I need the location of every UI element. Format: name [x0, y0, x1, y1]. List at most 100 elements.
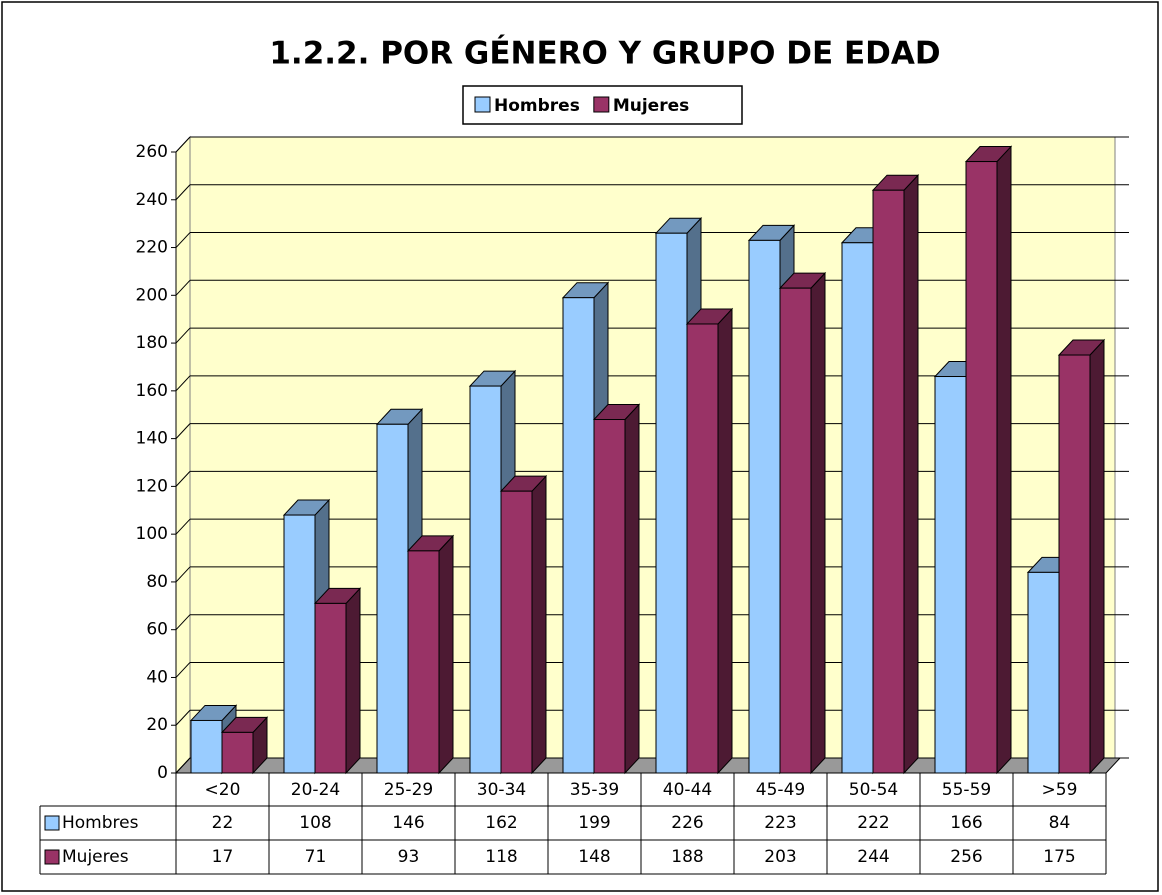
table-value: 199: [578, 813, 610, 833]
bar-front: [1027, 571, 1060, 774]
bar: [220, 716, 269, 775]
bar-side: [531, 474, 547, 775]
x-tick-label: 55-59: [942, 780, 991, 800]
table-value: 148: [578, 847, 610, 867]
grid-line: [175, 327, 191, 344]
bar: [778, 271, 827, 775]
table-value: 71: [305, 847, 327, 867]
bar-front: [407, 550, 440, 774]
x-tick-label: 25-29: [384, 780, 433, 800]
y-tick-label: 220: [136, 238, 168, 258]
x-tick-label: 20-24: [291, 780, 340, 800]
bar: [685, 307, 734, 775]
y-tick-label: 180: [136, 333, 168, 353]
legend-swatch: [593, 96, 610, 113]
side-wall: [175, 135, 191, 775]
bar-front: [283, 514, 316, 774]
bar-front: [500, 490, 533, 774]
bar-front: [593, 419, 626, 774]
table-value: 146: [392, 813, 424, 833]
grid-line: [175, 375, 191, 392]
bar-front: [748, 239, 781, 774]
grid-line: [175, 566, 191, 583]
bar-front: [779, 287, 812, 774]
table-row-label: Hombres: [62, 813, 139, 833]
bar: [499, 474, 548, 775]
table-value: 108: [299, 813, 331, 833]
y-tick-label: 140: [136, 429, 168, 449]
table-value: 256: [950, 847, 982, 867]
table-value: 175: [1043, 847, 1075, 867]
legend-label: Mujeres: [613, 96, 689, 116]
bar-side: [996, 145, 1012, 775]
y-tick-label: 40: [146, 667, 168, 687]
y-tick-label: 260: [136, 142, 168, 162]
bar: [871, 173, 920, 775]
grid-line: [175, 184, 191, 201]
bar-side: [624, 403, 640, 775]
y-tick-label: 80: [146, 572, 168, 592]
table-value: 17: [212, 847, 234, 867]
bar: [964, 145, 1013, 775]
bar-front: [221, 731, 254, 774]
legend-swatch: [474, 96, 491, 113]
table-swatch: [44, 849, 60, 865]
bar-front: [376, 423, 409, 774]
x-tick-label: 45-49: [756, 780, 805, 800]
grid-line: [175, 518, 191, 535]
grid-line: [175, 709, 191, 726]
bar: [406, 534, 455, 775]
table-value: 222: [857, 813, 889, 833]
bar-front: [655, 232, 688, 774]
y-tick-label: 160: [136, 381, 168, 401]
bar-front: [469, 385, 502, 774]
bar-side: [1089, 338, 1105, 775]
table-value: 203: [764, 847, 796, 867]
x-tick-label: <20: [205, 780, 241, 800]
x-tick-label: 40-44: [663, 780, 712, 800]
legend-label: Hombres: [494, 96, 580, 116]
bar-front: [1058, 354, 1091, 774]
y-tick-label: 20: [146, 715, 168, 735]
y-tick-label: 100: [136, 524, 168, 544]
bar-front: [190, 719, 223, 774]
grid-line: [175, 614, 191, 631]
bar: [313, 587, 362, 775]
grid-line: [175, 279, 191, 296]
bar-side: [438, 534, 454, 775]
table-value: 93: [398, 847, 420, 867]
y-tick-label: 60: [146, 620, 168, 640]
table-swatch: [44, 815, 60, 831]
bar-side: [345, 587, 361, 775]
table-value: 166: [950, 813, 982, 833]
bar-side: [717, 307, 733, 775]
table-value: 188: [671, 847, 703, 867]
grid-line: [175, 423, 191, 439]
table-value: 226: [671, 813, 703, 833]
table-value: 162: [485, 813, 517, 833]
grid-line: [175, 232, 191, 248]
y-tick-label: 240: [136, 190, 168, 210]
bar-front: [562, 297, 595, 774]
grid-line: [175, 136, 191, 153]
table-row-label: Mujeres: [62, 847, 129, 867]
y-tick-label: 200: [136, 285, 168, 305]
x-tick-label: 30-34: [477, 780, 526, 800]
chart-title: 1.2.2. POR GÉNERO Y GRUPO DE EDAD: [269, 36, 940, 72]
grid-line: [175, 662, 191, 678]
bar-side: [810, 271, 826, 775]
x-tick-label: 50-54: [849, 780, 898, 800]
y-tick-label: 120: [136, 476, 168, 496]
bar: [1057, 338, 1106, 775]
table-value: 223: [764, 813, 796, 833]
bar-front: [872, 189, 905, 774]
bar-front: [841, 242, 874, 774]
x-tick-label: 35-39: [570, 780, 619, 800]
bar-front: [314, 602, 347, 774]
bar-front: [934, 376, 967, 774]
grid-line: [175, 471, 191, 487]
bar-side: [903, 173, 919, 775]
bar: [592, 403, 641, 775]
table-value: 118: [485, 847, 517, 867]
